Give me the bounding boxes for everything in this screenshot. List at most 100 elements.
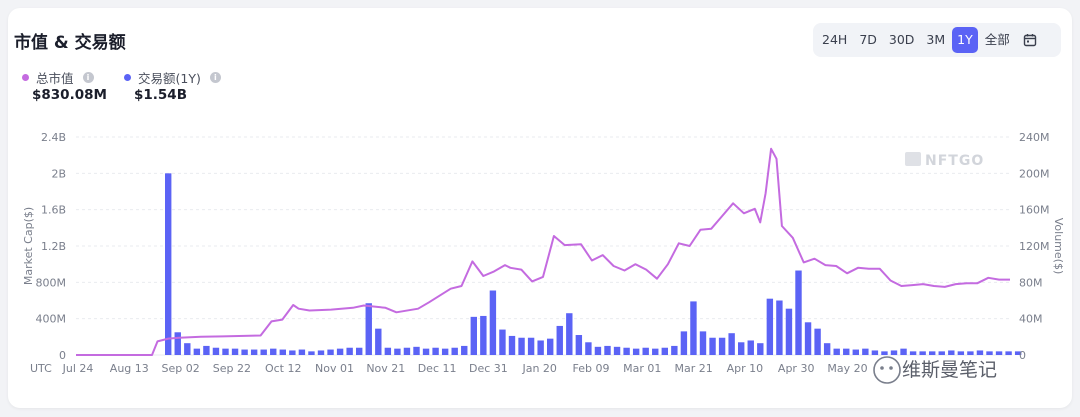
legend-volume[interactable]: 交易额(1Y) i [124, 68, 221, 87]
volume-bar [881, 351, 888, 355]
volume-bar [833, 348, 840, 355]
x-tick-label: Nov 01 [315, 362, 354, 375]
volume-bar [967, 351, 974, 355]
range-24h[interactable]: 24H [822, 32, 848, 47]
y-tick-label: 0 [59, 349, 66, 362]
range-all[interactable]: 全部 [984, 32, 1010, 47]
volume-bar [594, 346, 602, 355]
info-icon[interactable]: i [82, 72, 94, 83]
y-axis-label: Market Cap($) [22, 207, 35, 285]
volume-bar [422, 348, 430, 355]
range-1y[interactable]: 1Y [952, 27, 978, 53]
range-3m[interactable]: 3M [926, 32, 946, 47]
volume-bar [222, 348, 229, 355]
x-tick-label: Nov 21 [366, 362, 405, 375]
x-tick-label: Jan 20 [521, 362, 556, 375]
volume-bar [1014, 351, 1022, 355]
volume-bar [623, 347, 630, 355]
volume-bar [814, 328, 821, 355]
volume-bar [1005, 351, 1012, 355]
legend-dot-volume [124, 74, 131, 81]
volume-bar [690, 301, 697, 355]
grid-lines [76, 136, 1012, 356]
volume-bar [547, 338, 554, 355]
legend-market-cap[interactable]: 总市值 i [22, 68, 94, 87]
volume-bar [843, 348, 850, 355]
range-selector: 24H 7D 30D 3M 1Y 全部 [813, 23, 1061, 57]
volume-bar [537, 340, 544, 355]
y2-tick-label: 160M [1019, 204, 1050, 217]
volume-bar [785, 308, 793, 355]
volume-bar [184, 343, 191, 355]
volume-bar [823, 343, 831, 355]
volume-bar [709, 337, 716, 355]
volume-bar [585, 342, 592, 355]
range-7d[interactable]: 7D [859, 32, 877, 47]
volume-bar [747, 340, 754, 355]
x-tick-label: Aug 13 [110, 362, 149, 375]
volume-bar [441, 348, 449, 355]
volume-bar [919, 351, 926, 355]
volume-bar [642, 347, 649, 355]
x-tick-label: Apr 10 [727, 362, 764, 375]
volume-bar [375, 328, 382, 355]
volume-bar [871, 350, 879, 355]
volume-bar [699, 331, 707, 355]
volume-bar [604, 345, 611, 355]
watermark-text: NFTGO [925, 153, 984, 169]
y2-tick-label: 80M [1019, 276, 1043, 289]
x-tick-label: Dec 31 [469, 362, 508, 375]
volume-bar [566, 313, 573, 355]
volume-bar [289, 350, 296, 355]
volume-bar [948, 350, 955, 355]
volume-bar [776, 300, 783, 355]
y-tick-label: 1.2B [41, 240, 66, 253]
volume-bar [298, 349, 306, 355]
volume-bar [938, 351, 945, 355]
y2-axis-label: Volume($) [1052, 218, 1065, 275]
x-tick-label: Dec 11 [418, 362, 457, 375]
legend-dot-market-cap [22, 74, 29, 81]
volume-bar [757, 343, 764, 355]
volume-bars [165, 173, 1022, 355]
volume-bar [900, 348, 907, 355]
volume-bar [804, 322, 812, 355]
x-axis: UTC Jul 24 Aug 13 Sep 02 Sep 22 Oct 12 Nov 01 N… [30, 362, 868, 375]
volume-bar [718, 337, 726, 355]
volume-bar [632, 348, 640, 355]
volume-bar [470, 316, 477, 355]
volume-bar [929, 351, 936, 355]
volume-bar [413, 346, 420, 355]
volume-bar [671, 345, 678, 355]
x-tick-label: Sep 22 [213, 362, 251, 375]
volume-bar [957, 351, 965, 355]
volume-bar [661, 347, 668, 355]
volume-bar [308, 351, 315, 355]
x-axis-prefix: UTC [30, 362, 52, 375]
volume-bar [461, 345, 468, 355]
range-30d[interactable]: 30D [888, 32, 915, 47]
volume-bar [556, 325, 563, 355]
x-tick-label: Feb 09 [573, 362, 610, 375]
volume-bar [738, 342, 745, 355]
market-cap-value: $830.08M [32, 87, 107, 103]
volume-bar [250, 349, 258, 355]
volume-bar [499, 329, 506, 355]
volume-bar [986, 351, 993, 355]
y2-tick-label: 200M [1019, 167, 1050, 180]
volume-bar [795, 270, 802, 355]
y-tick-label: 1.6B [41, 204, 66, 217]
y2-tick-label: 120M [1019, 240, 1050, 253]
nftgo-watermark: NFTGO [905, 152, 984, 169]
overlay-caption: 维斯曼笔记 [902, 359, 998, 381]
info-icon[interactable]: i [209, 72, 221, 83]
volume-bar [260, 349, 267, 355]
x-tick-label: Mar 21 [674, 362, 712, 375]
legend-label-volume: 交易额(1Y) [138, 71, 201, 86]
y-tick-label: 2.4B [41, 131, 66, 144]
volume-value: $1.54B [134, 87, 187, 103]
x-tick-label: Apr 30 [778, 362, 815, 375]
y-axis-left: 0 400M 800M 1.2B 1.6B 2B 2.4B [36, 131, 67, 362]
volume-bar [212, 347, 220, 355]
calendar-icon[interactable] [1023, 33, 1037, 47]
